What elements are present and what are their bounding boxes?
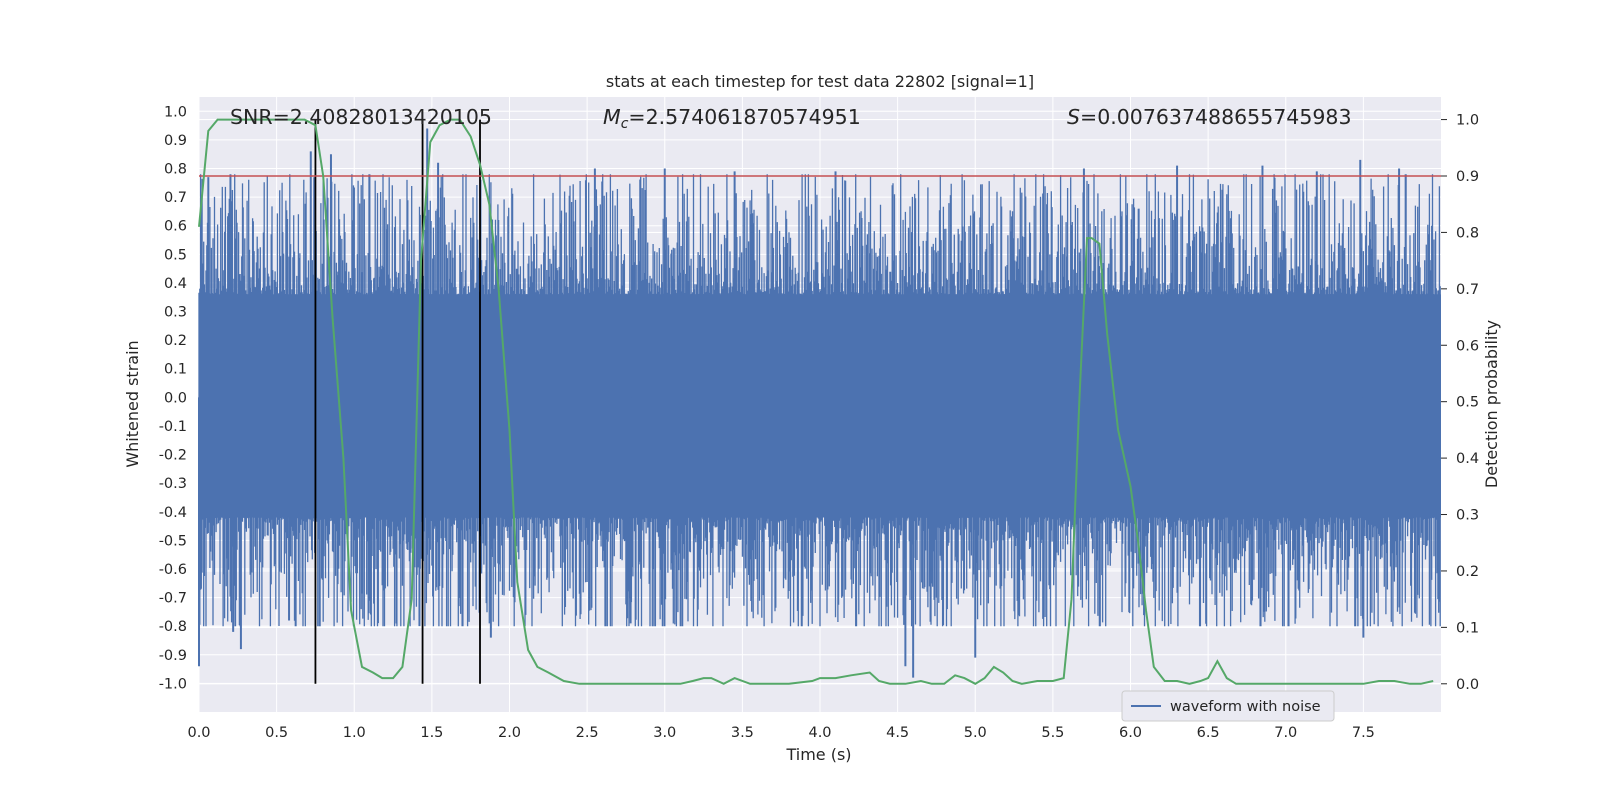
y-axis-label-right: Detection probability [1482,320,1501,488]
mc-value: =2.574061870574951 [628,105,860,129]
probability-series [198,118,1434,685]
waveform-core [199,294,1441,518]
y-tick-label-right: 0.3 [1456,508,1479,524]
y-tick-label-left: 0.0 [164,390,187,406]
y-tick-label-left: 0.8 [164,162,187,178]
legend: waveform with noise [1121,690,1335,722]
y-tick-label-left: 0.9 [164,133,187,149]
x-tick-label: 6.5 [1197,725,1220,741]
x-tick-label: 7.5 [1352,725,1375,741]
vertical-markers [314,119,481,684]
y-tick-label-left: 0.3 [164,305,187,321]
y-tick-label-right: 0.0 [1456,677,1479,693]
y-tick-label-left: -0.6 [159,562,187,578]
s-value: =0.007637488655745983 [1080,105,1352,129]
y-tick-label-left: -0.3 [159,476,187,492]
x-tick-label: 3.0 [653,725,676,741]
x-tick-label: 0.0 [187,725,210,741]
y-tick-label-left: -0.7 [159,591,187,607]
y-tick-label-left: -0.4 [159,505,187,521]
mc-symbol: M [603,105,621,129]
x-tick-label: 2.0 [498,725,521,741]
y-tick-label-left: 0.4 [164,276,187,292]
y-tick-label-left: 0.1 [164,362,187,378]
y-tick-label-left: -0.9 [159,648,187,664]
chart-title: stats at each timestep for test data 228… [606,72,1034,91]
y-tick-label-right: 0.4 [1456,451,1479,467]
x-tick-label: 1.5 [420,725,443,741]
axis-ticks: 0.0 0.5 1.0 1.5 2.0 2.5 3.0 3.5 4.0 4.5 5.0 5.5 6.0 6… [159,104,1479,741]
y-tick-label-right: 0.1 [1456,620,1479,636]
y-tick-label-left: -1.0 [159,676,187,692]
mc-subscript: c [621,116,629,132]
x-tick-label: 6.0 [1119,725,1142,741]
s-symbol: S [1067,105,1080,129]
s-annotation: S=0.007637488655745983 [1067,105,1352,129]
y-tick-label-right: 0.8 [1456,225,1479,241]
y-tick-label-left: 0.5 [164,247,187,263]
y-tick-label-left: -0.8 [159,619,187,635]
y-tick-label-left: -0.1 [159,419,187,435]
y-tick-label-left: 0.2 [164,333,187,349]
probability-line [198,118,1434,685]
y-tick-label-right: 0.6 [1456,338,1479,354]
x-tick-label: 1.0 [343,725,366,741]
x-tick-label: 7.0 [1274,725,1297,741]
y-tick-label-left: -0.5 [159,533,187,549]
y-tick-label-right: 0.7 [1456,282,1479,298]
y-tick-label-left: 0.7 [164,190,187,206]
x-tick-label: 3.5 [731,725,754,741]
legend-box [1121,690,1335,722]
y-tick-label-left: 1.0 [164,104,187,120]
x-axis-label: Time (s) [785,745,851,764]
legend-label: waveform with noise [1170,699,1321,715]
mc-annotation: Mc=2.574061870574951 [603,105,861,132]
snr-annotation: SNR=2.40828013420105 [230,105,492,129]
y-tick-label-right: 0.2 [1456,564,1479,580]
y-tick-label-left: 0.6 [164,219,187,235]
x-tick-label: 5.5 [1041,725,1064,741]
x-tick-label: 4.0 [808,725,831,741]
y-axis-label-left: Whitened strain [123,340,142,467]
x-tick-label: 5.0 [964,725,987,741]
x-tick-label: 0.5 [265,725,288,741]
y-tick-label-right: 0.5 [1456,395,1479,411]
waveform-series [198,128,1441,678]
y-tick-label-left: -0.2 [159,448,187,464]
x-tick-label: 4.5 [886,725,909,741]
y-tick-label-right: 1.0 [1456,113,1479,129]
x-tick-label: 2.5 [576,725,599,741]
y-tick-label-right: 0.9 [1456,169,1479,185]
